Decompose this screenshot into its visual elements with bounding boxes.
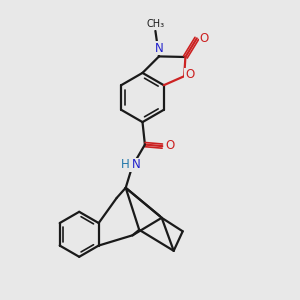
Text: N: N bbox=[131, 158, 140, 172]
Text: O: O bbox=[185, 68, 194, 81]
Text: N: N bbox=[154, 41, 164, 55]
Text: O: O bbox=[166, 139, 175, 152]
Text: H: H bbox=[121, 158, 130, 172]
Text: O: O bbox=[200, 32, 209, 45]
Text: CH₃: CH₃ bbox=[146, 19, 164, 29]
